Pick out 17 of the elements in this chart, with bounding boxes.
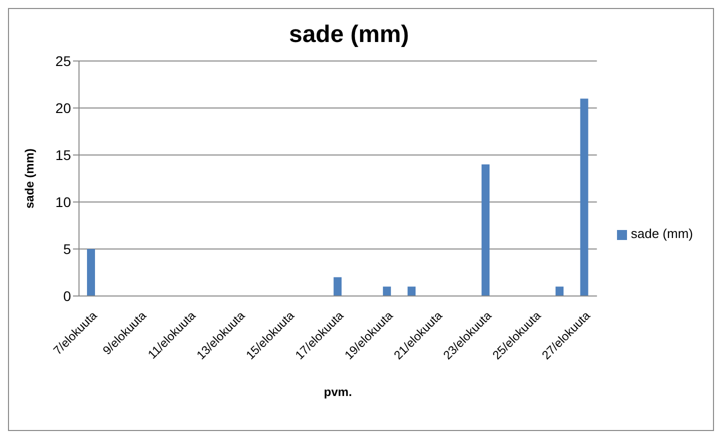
- y-tick-label: 5: [63, 240, 72, 257]
- y-tick-label: 15: [55, 146, 72, 163]
- chart-title: sade (mm): [288, 21, 410, 49]
- y-tick-label: 20: [55, 100, 72, 116]
- bar: [580, 98, 588, 296]
- x-axis-title: pvm.: [324, 385, 352, 399]
- y-axis-title: sade (mm): [22, 148, 36, 209]
- y-tick-label: 25: [55, 52, 72, 69]
- bar: [87, 249, 95, 296]
- bar: [408, 286, 416, 296]
- bar: [556, 286, 564, 296]
- bar: [334, 277, 342, 296]
- bar: [382, 286, 391, 296]
- bar: [482, 164, 490, 296]
- legend-label: sade (mm): [630, 226, 693, 241]
- y-tick-label: 0: [63, 288, 72, 304]
- y-tick-label: 10: [55, 194, 72, 210]
